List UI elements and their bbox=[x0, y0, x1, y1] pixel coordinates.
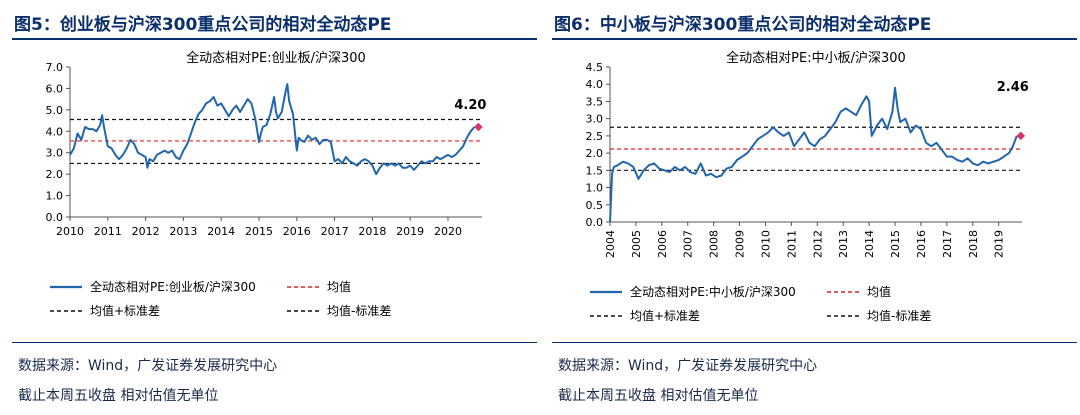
y-tick-label: 4.5 bbox=[586, 61, 604, 74]
y-tick-label: 0.5 bbox=[586, 199, 604, 212]
legend-mean-plus-std-label: 均值+标准差 bbox=[630, 308, 700, 323]
x-tick-label: 2014 bbox=[207, 225, 235, 238]
y-tick-label: 0.0 bbox=[46, 211, 64, 224]
x-tick-label: 2016 bbox=[915, 230, 928, 258]
pe-chart-sme: 全动态相对PE:中小板/沪深300 0.0 0.5 1.0 1.5 2.0 2.5 3.0 3.… bbox=[586, 50, 1029, 323]
x-tick-label: 2014 bbox=[863, 230, 876, 258]
y-tick-label: 1.5 bbox=[586, 164, 604, 177]
notes-rule bbox=[12, 342, 537, 343]
title-rule bbox=[12, 38, 537, 40]
title-rule bbox=[552, 38, 1077, 40]
last-point-marker bbox=[1016, 131, 1026, 141]
x-tick-label: 2005 bbox=[630, 230, 643, 258]
x-tick-label: 2011 bbox=[785, 230, 798, 258]
chart-title: 全动态相对PE:中小板/沪深300 bbox=[726, 50, 906, 66]
x-tick-label: 2020 bbox=[434, 225, 462, 238]
series-line bbox=[609, 86, 1018, 223]
legend-series-label: 全动态相对PE:中小板/沪深300 bbox=[630, 284, 796, 299]
valuation-note: 截止本周五收盘 相对估值无单位 bbox=[558, 388, 759, 404]
x-tick-label: 2010 bbox=[759, 230, 772, 258]
y-tick-label: 6.0 bbox=[46, 82, 64, 95]
y-tick-label: 3.0 bbox=[586, 113, 604, 126]
series-line bbox=[69, 83, 476, 176]
x-tick-label: 2013 bbox=[837, 230, 850, 258]
valuation-note: 截止本周五收盘 相对估值无单位 bbox=[18, 388, 219, 404]
x-tick-label: 2017 bbox=[941, 230, 954, 258]
legend-series-label: 全动态相对PE:创业板/沪深300 bbox=[90, 279, 256, 294]
x-tick-label: 2015 bbox=[245, 225, 273, 238]
figure-panel-left: 图5：创业板与沪深300重点公司的相对全动态PE 全动态相对PE:创业板/沪深3… bbox=[12, 0, 537, 415]
y-tick-label: 7.0 bbox=[46, 61, 64, 74]
x-tick-label: 2018 bbox=[967, 230, 980, 258]
last-value-label: 4.20 bbox=[454, 98, 486, 113]
y-tick-label: 1.0 bbox=[586, 182, 604, 195]
x-tick-label: 2018 bbox=[358, 225, 386, 238]
notes-rule bbox=[552, 342, 1077, 343]
legend-mean-label: 均值 bbox=[327, 279, 351, 294]
legend-mean-plus-std-label: 均值+标准差 bbox=[90, 303, 160, 318]
x-tick-label: 2015 bbox=[889, 230, 902, 258]
y-tick-label: 4.0 bbox=[586, 78, 604, 91]
x-tick-label: 2004 bbox=[604, 230, 617, 258]
y-tick-label: 2.0 bbox=[46, 168, 64, 181]
y-tick-label: 2.0 bbox=[586, 147, 604, 160]
data-source-note: 数据来源：Wind，广发证券发展研究中心 bbox=[558, 358, 818, 374]
x-tick-label: 2010 bbox=[56, 225, 84, 238]
y-tick-label: 2.5 bbox=[586, 130, 604, 143]
x-tick-label: 2006 bbox=[656, 230, 669, 258]
x-tick-label: 2013 bbox=[169, 225, 197, 238]
x-tick-label: 2012 bbox=[132, 225, 160, 238]
figure-title: 图6：中小板与沪深300重点公司的相对全动态PE bbox=[554, 15, 932, 35]
x-tick-label: 2007 bbox=[682, 230, 695, 258]
chart-title: 全动态相对PE:创业板/沪深300 bbox=[186, 50, 366, 66]
legend-mean-minus-std-label: 均值-标准差 bbox=[327, 303, 391, 318]
x-tick-label: 2017 bbox=[321, 225, 349, 238]
legend-mean-label: 均值 bbox=[867, 284, 891, 299]
x-tick-label: 2011 bbox=[94, 225, 122, 238]
last-value-label: 2.46 bbox=[997, 80, 1029, 95]
x-tick-label: 2016 bbox=[283, 225, 311, 238]
y-tick-label: 4.0 bbox=[46, 125, 64, 138]
pe-chart-chinext: 全动态相对PE:创业板/沪深300 0.0 1.0 2.0 3.0 4.0 5.0 6.0 7.… bbox=[46, 50, 487, 318]
figure-panel-right: 图6：中小板与沪深300重点公司的相对全动态PE 全动态相对PE:中小板/沪深3… bbox=[552, 0, 1077, 415]
x-tick-label: 2012 bbox=[811, 230, 824, 258]
last-point-marker bbox=[474, 122, 483, 132]
y-tick-label: 3.5 bbox=[586, 95, 604, 108]
y-tick-label: 0.0 bbox=[586, 216, 604, 229]
x-tick-label: 2019 bbox=[993, 230, 1006, 258]
figure-title: 图5：创业板与沪深300重点公司的相对全动态PE bbox=[14, 15, 392, 35]
x-tick-label: 2019 bbox=[396, 225, 424, 238]
x-tick-label: 2008 bbox=[708, 230, 721, 258]
y-tick-label: 3.0 bbox=[46, 147, 64, 160]
x-tick-label: 2009 bbox=[734, 230, 747, 258]
legend-mean-minus-std-label: 均值-标准差 bbox=[867, 308, 931, 323]
y-tick-label: 5.0 bbox=[46, 104, 64, 117]
data-source-note: 数据来源：Wind，广发证券发展研究中心 bbox=[18, 358, 278, 374]
y-tick-label: 1.0 bbox=[46, 190, 64, 203]
